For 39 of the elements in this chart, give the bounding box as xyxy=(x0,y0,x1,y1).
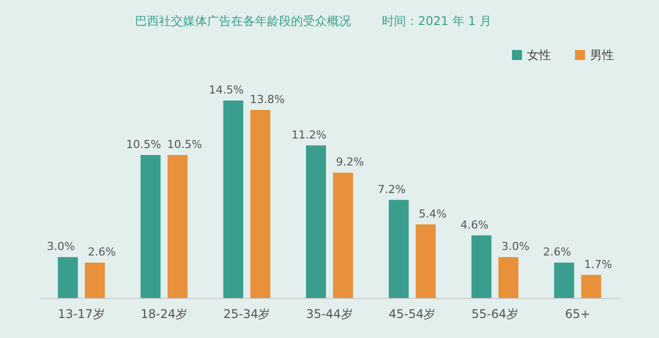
data-label: 2.6% xyxy=(543,246,572,259)
x-tick-label: 25-34岁 xyxy=(223,307,270,321)
bar xyxy=(471,235,492,298)
bar xyxy=(140,154,161,298)
legend-label: 男性 xyxy=(590,48,614,62)
x-tick-label: 35-44岁 xyxy=(306,307,353,321)
bar xyxy=(306,145,326,298)
data-label: 5.4% xyxy=(418,207,447,220)
x-tick-label: 65+ xyxy=(564,307,590,321)
x-tick-label: 45-54岁 xyxy=(388,307,436,321)
data-label: 11.2% xyxy=(292,128,326,142)
data-label: 3.0% xyxy=(46,240,75,254)
data-label: 2.6% xyxy=(88,246,116,259)
bar xyxy=(498,257,518,298)
data-label: 1.7% xyxy=(584,258,612,271)
bar xyxy=(168,154,188,298)
chart-subtitle: 时间：2021 年 1 月 xyxy=(382,14,492,28)
x-tick-label: 55-64岁 xyxy=(471,307,518,321)
x-tick-label: 13-17岁 xyxy=(58,307,105,321)
data-label: 14.5% xyxy=(208,83,244,96)
data-label: 13.8% xyxy=(250,92,285,106)
bar xyxy=(416,224,436,298)
bar xyxy=(333,172,353,298)
data-label: 3.0% xyxy=(501,240,530,254)
chart-title: 巴西社交媒体广告在各年龄段的受众概况 xyxy=(135,14,351,28)
x-tick-label: 18-24岁 xyxy=(140,307,188,321)
bar xyxy=(223,100,244,298)
bar xyxy=(388,200,409,298)
bar xyxy=(250,110,270,298)
data-label: 10.5% xyxy=(126,138,162,151)
bar xyxy=(84,262,105,298)
data-label: 9.2% xyxy=(336,156,364,169)
data-label: 7.2% xyxy=(378,182,406,196)
bar xyxy=(58,257,78,298)
data-label: 10.5% xyxy=(167,138,202,151)
legend-label: 女性 xyxy=(527,48,551,62)
bar xyxy=(581,274,602,298)
bar xyxy=(554,262,574,298)
data-label: 4.6% xyxy=(460,218,488,232)
